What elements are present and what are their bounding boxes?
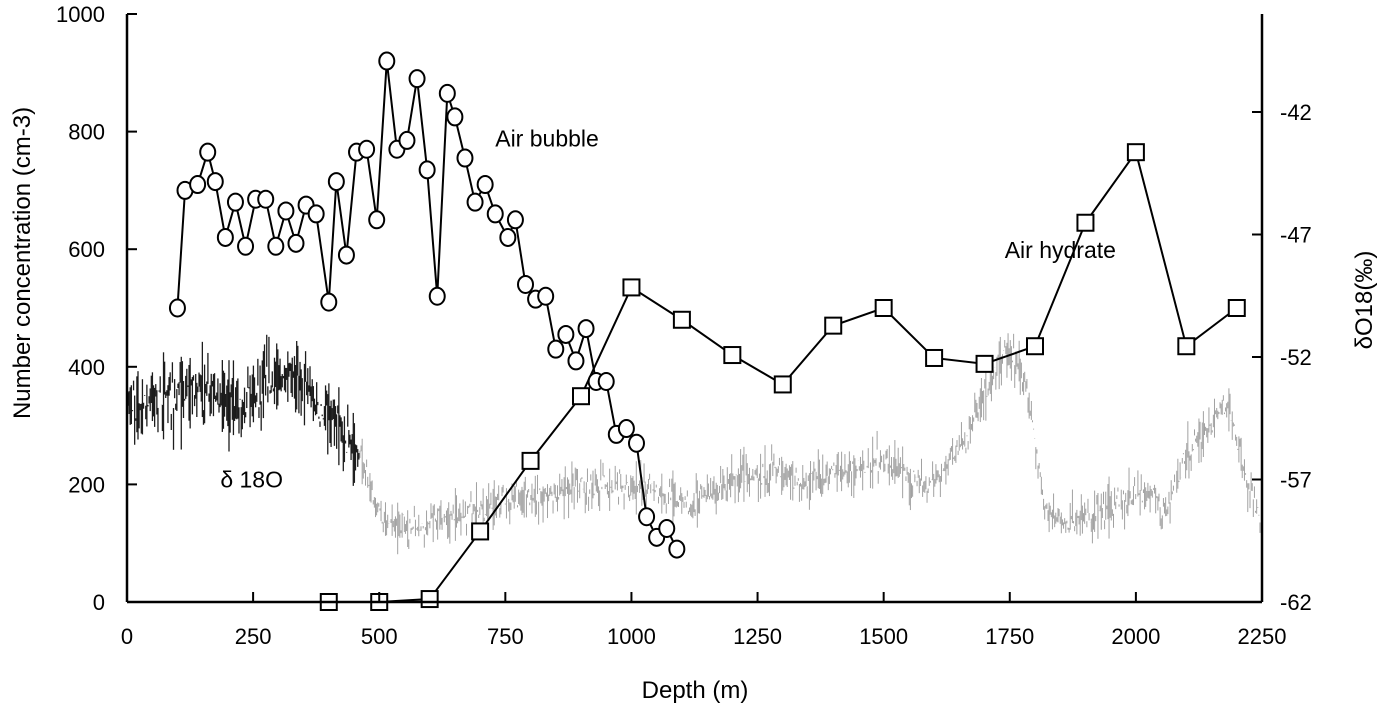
x-tick-label: 1250: [733, 624, 782, 649]
air-bubble-point: [428, 286, 446, 306]
air-bubble-point: [506, 210, 524, 230]
air-bubble-point: [668, 539, 686, 559]
x-tick-label: 1500: [859, 624, 908, 649]
air-bubble-point: [327, 172, 345, 192]
y2-tick-label: -62: [1280, 590, 1312, 615]
y-tick-label: 600: [68, 237, 105, 262]
axes-layer: [125, 14, 1264, 604]
air-bubble-point: [446, 107, 464, 127]
air-bubble-point: [189, 175, 207, 195]
air-bubble-point: [358, 139, 376, 159]
y-axis-title: Number concentration (cm-3): [9, 107, 36, 419]
air-hydrate-point: [874, 299, 893, 317]
air-bubble-point: [257, 189, 275, 209]
air-hydrate-point: [1026, 337, 1044, 356]
air-hydrate-point: [471, 522, 490, 541]
air-bubble-point: [418, 160, 436, 180]
x-tick-label: 0: [121, 624, 133, 649]
air-bubble-point: [438, 83, 456, 103]
air-bubble-point: [206, 172, 224, 192]
air-bubble-point: [277, 201, 295, 221]
air-bubble-point: [486, 204, 504, 224]
x-tick-label: 1750: [985, 624, 1034, 649]
air-bubble-point: [168, 298, 186, 318]
x-tick-label: 250: [235, 624, 272, 649]
y-tick-label: 200: [68, 472, 105, 497]
air-bubble-point: [456, 148, 474, 168]
y2-tick-label: -52: [1280, 345, 1312, 370]
air-bubble-point: [237, 236, 255, 256]
air-bubble-point: [307, 204, 325, 224]
air-bubble-point: [547, 339, 565, 359]
air-bubble-point: [517, 274, 535, 294]
air-bubble-point: [597, 372, 615, 391]
air-hydrate-point: [773, 375, 792, 394]
x-tick-label: 750: [487, 624, 524, 649]
air-bubble-point: [476, 175, 494, 195]
air-hydrate-point: [672, 310, 691, 329]
air-hydrate-point: [1227, 299, 1246, 317]
air-bubble-point: [577, 319, 595, 339]
air-bubble-point: [368, 210, 386, 230]
air-bubble-point: [627, 433, 645, 453]
air-hydrate-point: [824, 316, 843, 335]
x-tick-label: 2250: [1238, 624, 1287, 649]
d18o-series-layer: [127, 333, 1261, 555]
air-hydrate-point: [1126, 143, 1145, 162]
air-hydrate-point: [1076, 213, 1095, 232]
annotation-label: δ 18O: [220, 466, 283, 492]
y2-tick-label: -57: [1280, 468, 1312, 493]
air-bubble-point: [617, 419, 635, 439]
air-bubble-point: [499, 227, 517, 247]
air-bubble-point: [226, 192, 244, 212]
air-bubble-point: [199, 142, 217, 162]
air-bubble-point: [638, 507, 656, 527]
annotation-label: Air hydrate: [1005, 237, 1116, 263]
ticks-layer: 0 250 500 750 1000 1250 1500 1750 2000 2250 0 200 40…: [56, 2, 1312, 649]
x-tick-label: 2000: [1111, 624, 1160, 649]
air-bubble-point: [408, 69, 426, 89]
y-tick-label: 400: [68, 355, 105, 380]
air-bubble-point: [567, 351, 585, 371]
y-tick-label: 800: [68, 120, 105, 145]
air-hydrate-point: [723, 346, 742, 365]
air-hydrate-point: [572, 387, 590, 406]
y-tick-label: 0: [93, 590, 105, 615]
air-bubble-point: [466, 192, 484, 212]
air-bubble-series-layer: [168, 51, 686, 559]
x-tick-label: 1000: [607, 624, 656, 649]
x-tick-label: 500: [361, 624, 398, 649]
y-tick-label: 1000: [56, 2, 105, 27]
air-bubble-point: [337, 245, 355, 265]
air-hydrate-point: [622, 278, 641, 297]
air-hydrate-point: [521, 451, 540, 470]
annotation-label: Air bubble: [495, 125, 599, 151]
air-bubble-point: [267, 236, 285, 256]
y2-tick-label: -42: [1280, 100, 1312, 125]
air-bubble-point: [658, 519, 676, 538]
x-axis-title: Depth (m): [642, 677, 749, 704]
y2-tick-label: -47: [1280, 223, 1312, 248]
air-hydrate-series-layer: [319, 143, 1246, 611]
air-hydrate-point: [420, 590, 439, 609]
air-hydrate-point: [925, 348, 944, 367]
air-bubble-point: [216, 227, 234, 247]
air-bubble-point: [287, 233, 305, 253]
air-bubble-point: [320, 292, 338, 312]
annotations-layer: Air bubble Air hydrate δ 18O: [220, 125, 1116, 492]
air-hydrate-point: [975, 354, 994, 373]
air-bubble-point: [537, 286, 555, 306]
air-hydrate-point: [1177, 337, 1196, 356]
air-bubble-point: [378, 51, 396, 71]
y2-axis-title: δO18(‰): [1351, 251, 1378, 350]
air-bubble-point: [557, 324, 575, 344]
air-bubble-point: [398, 130, 416, 150]
